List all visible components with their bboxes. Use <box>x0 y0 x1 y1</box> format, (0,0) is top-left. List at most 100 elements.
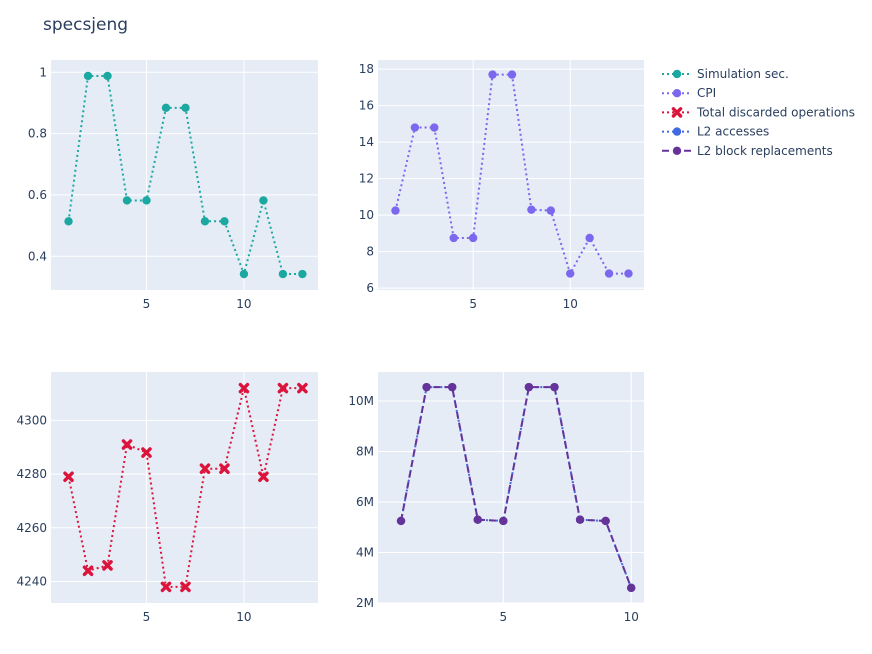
legend-label: L2 accesses <box>697 125 769 139</box>
data-point <box>181 103 190 113</box>
data-point <box>64 217 73 226</box>
data-point <box>142 196 151 205</box>
y-tick-label: 8M <box>356 445 374 459</box>
legend-marker <box>672 69 682 79</box>
legend-label: Simulation sec. <box>697 67 789 81</box>
data-point <box>238 382 250 394</box>
legend-marker <box>672 127 682 136</box>
legend-label: CPI <box>697 86 716 100</box>
y-tick-label: 14 <box>359 135 374 149</box>
legend-item[interactable]: L2 accesses <box>662 125 769 139</box>
data-point <box>524 382 534 392</box>
data-point <box>278 269 288 279</box>
data-point <box>199 463 211 474</box>
y-tick-label: 6M <box>356 495 374 509</box>
data-point <box>624 269 633 278</box>
data-point <box>82 565 94 577</box>
x-tick-label: 10 <box>563 297 578 311</box>
y-tick-label: 4300 <box>16 413 47 427</box>
legend-item[interactable]: L2 block replacements <box>662 144 833 158</box>
plot-area <box>51 60 318 290</box>
data-point <box>219 463 230 474</box>
data-point <box>83 71 93 81</box>
y-tick-label: 18 <box>359 62 374 76</box>
series-1-1 <box>64 71 307 279</box>
subplot-2: 5 10 6 8 10 12 14 16 18 <box>359 60 644 311</box>
data-point <box>121 439 133 450</box>
data-point <box>601 516 610 526</box>
data-point <box>239 269 249 279</box>
data-point <box>447 382 457 392</box>
data-point <box>298 269 307 279</box>
data-point <box>488 70 497 79</box>
data-point <box>546 206 556 215</box>
data-point <box>277 382 289 394</box>
series-4-2 <box>396 382 636 593</box>
legend-marker <box>672 89 682 98</box>
y-tick-label: 12 <box>359 172 374 186</box>
y-tick-label: 0.6 <box>28 188 47 202</box>
data-point <box>507 70 517 79</box>
data-point <box>141 447 152 458</box>
data-point <box>627 583 636 593</box>
legend-marker <box>671 107 683 118</box>
y-tick-label: 4260 <box>16 521 47 535</box>
legend-label: Total discarded operations <box>696 105 855 119</box>
x-tick-label: 5 <box>500 610 508 624</box>
data-point <box>259 196 268 205</box>
y-tick-label: 6 <box>366 281 374 295</box>
data-point <box>422 382 431 392</box>
plot-area <box>378 60 644 290</box>
y-tick-label: 10 <box>359 208 374 222</box>
y-tick-label: 4280 <box>16 467 47 481</box>
y-tick-label: 8 <box>366 245 374 259</box>
data-point <box>122 196 132 205</box>
legend-item[interactable]: CPI <box>662 86 716 100</box>
x-tick-label: 5 <box>143 297 151 311</box>
plot-area <box>378 372 644 603</box>
data-point <box>102 560 113 571</box>
data-point <box>499 516 508 526</box>
y-tick-label: 4M <box>356 546 374 560</box>
x-tick-label: 10 <box>236 610 251 624</box>
data-point <box>527 205 536 214</box>
legend-item[interactable]: Simulation sec. <box>662 67 789 81</box>
x-tick-label: 10 <box>624 610 639 624</box>
data-point <box>258 471 269 483</box>
data-point <box>396 516 406 526</box>
y-tick-label: 0.8 <box>28 127 47 141</box>
chart-title: specsjeng <box>43 15 128 35</box>
data-point <box>449 233 458 243</box>
data-point <box>297 382 308 394</box>
y-tick-label: 16 <box>359 99 374 113</box>
subplots: 5 10 0.4 0.6 0.8 1 5 10 6 8 10 12 14 16 18 5 10 4240 4260 4… <box>16 60 644 624</box>
data-point <box>200 217 210 226</box>
data-point <box>180 581 191 593</box>
series-2-1 <box>391 70 633 278</box>
legend-label: L2 block replacements <box>697 144 833 158</box>
data-point <box>160 581 172 593</box>
data-point <box>410 123 420 132</box>
legend-marker <box>672 146 682 155</box>
series-line <box>400 386 633 589</box>
data-point <box>103 71 112 81</box>
y-tick-label: 4240 <box>16 575 47 589</box>
data-point <box>550 382 559 392</box>
data-point <box>430 123 439 132</box>
data-point <box>161 103 171 113</box>
subplot-3: 5 10 4240 4260 4280 4300 <box>16 372 318 624</box>
data-point <box>63 471 74 483</box>
data-point <box>566 269 575 278</box>
subplot-1: 5 10 0.4 0.6 0.8 1 <box>28 60 318 311</box>
legend-item[interactable]: Total discarded operations <box>662 105 855 119</box>
data-point <box>220 217 229 226</box>
y-tick-label: 10M <box>348 394 374 408</box>
data-point <box>473 515 482 524</box>
plot-area <box>51 372 318 603</box>
legend: Simulation sec. CPI Total discarded operat… <box>662 67 855 158</box>
data-point <box>391 206 400 215</box>
data-point <box>585 233 594 243</box>
x-tick-label: 5 <box>469 297 477 311</box>
data-point <box>604 269 614 278</box>
